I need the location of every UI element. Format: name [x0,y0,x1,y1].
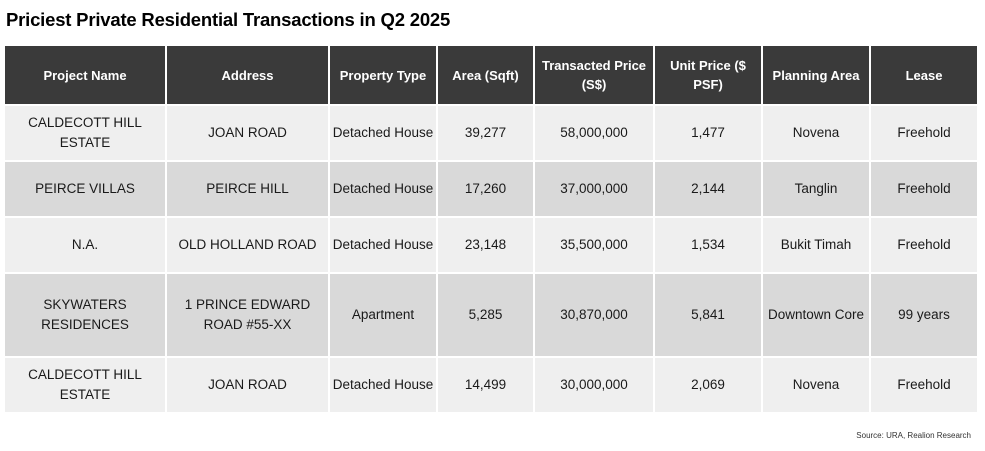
source-note: Source: URA, Realion Research [856,431,971,440]
cell-planning-area: Bukit Timah [763,218,869,272]
column-header-lease: Lease [871,46,977,104]
cell-area: 14,499 [438,358,533,412]
cell-unit-price: 5,841 [655,274,761,356]
cell-address: JOAN ROAD [167,358,328,412]
table-row: N.A. OLD HOLLAND ROAD Detached House 23,… [5,218,977,272]
column-header-transacted-price: Transacted Price (S$) [535,46,653,104]
cell-property-type: Apartment [330,274,436,356]
cell-area: 23,148 [438,218,533,272]
cell-lease: Freehold [871,358,977,412]
table-header-row: Project Name Address Property Type Area … [5,46,977,104]
cell-lease: Freehold [871,218,977,272]
page-title: Priciest Private Residential Transaction… [6,9,451,30]
cell-planning-area: Novena [763,358,869,412]
cell-property-type: Detached House [330,106,436,160]
cell-project-name: CALDECOTT HILL ESTATE [5,358,165,412]
transactions-table: Project Name Address Property Type Area … [3,44,979,414]
cell-planning-area: Downtown Core [763,274,869,356]
column-header-project-name: Project Name [5,46,165,104]
column-header-area: Area (Sqft) [438,46,533,104]
cell-transacted-price: 30,000,000 [535,358,653,412]
cell-lease: Freehold [871,106,977,160]
column-header-unit-price: Unit Price ($ PSF) [655,46,761,104]
table-row: CALDECOTT HILL ESTATE JOAN ROAD Detached… [5,106,977,160]
column-header-property-type: Property Type [330,46,436,104]
cell-unit-price: 1,534 [655,218,761,272]
cell-area: 17,260 [438,162,533,216]
table-row: PEIRCE VILLAS PEIRCE HILL Detached House… [5,162,977,216]
cell-unit-price: 1,477 [655,106,761,160]
cell-address: OLD HOLLAND ROAD [167,218,328,272]
cell-unit-price: 2,144 [655,162,761,216]
cell-area: 5,285 [438,274,533,356]
column-header-planning-area: Planning Area [763,46,869,104]
cell-address: PEIRCE HILL [167,162,328,216]
cell-address: JOAN ROAD [167,106,328,160]
cell-property-type: Detached House [330,218,436,272]
cell-transacted-price: 58,000,000 [535,106,653,160]
column-header-address: Address [167,46,328,104]
cell-planning-area: Novena [763,106,869,160]
cell-planning-area: Tanglin [763,162,869,216]
cell-address: 1 PRINCE EDWARD ROAD #55-XX [167,274,328,356]
cell-project-name: PEIRCE VILLAS [5,162,165,216]
cell-project-name: CALDECOTT HILL ESTATE [5,106,165,160]
cell-project-name: N.A. [5,218,165,272]
cell-property-type: Detached House [330,162,436,216]
table-row: CALDECOTT HILL ESTATE JOAN ROAD Detached… [5,358,977,412]
cell-lease: Freehold [871,162,977,216]
table-row: SKYWATERS RESIDENCES 1 PRINCE EDWARD ROA… [5,274,977,356]
cell-area: 39,277 [438,106,533,160]
cell-transacted-price: 35,500,000 [535,218,653,272]
cell-lease: 99 years [871,274,977,356]
cell-project-name: SKYWATERS RESIDENCES [5,274,165,356]
cell-transacted-price: 30,870,000 [535,274,653,356]
cell-property-type: Detached House [330,358,436,412]
cell-transacted-price: 37,000,000 [535,162,653,216]
cell-unit-price: 2,069 [655,358,761,412]
